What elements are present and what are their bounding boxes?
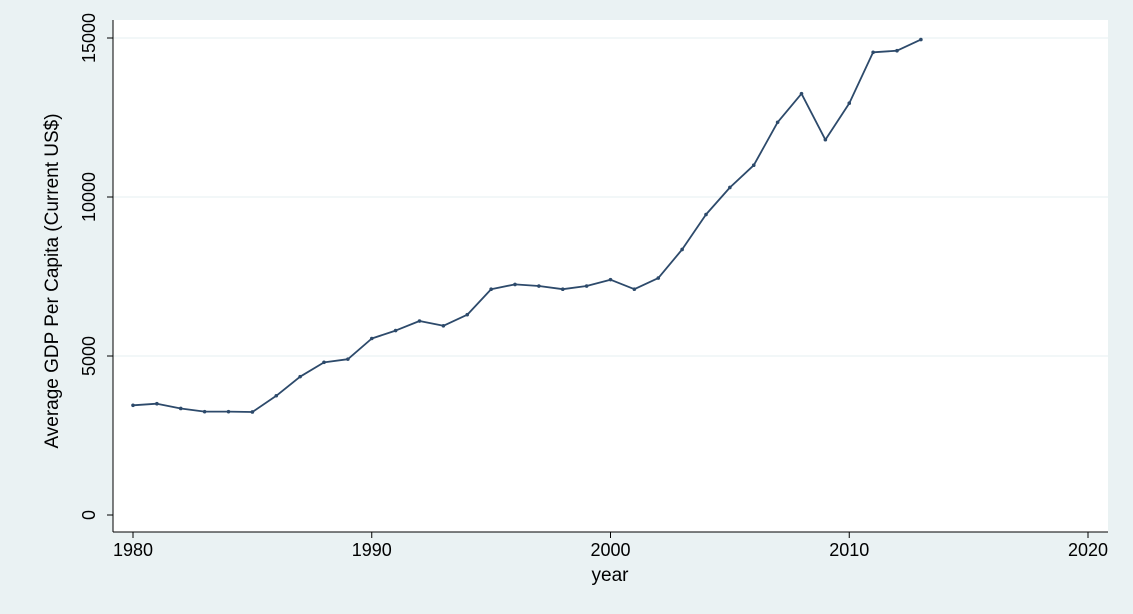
y-tick-label: 15000 [79,13,99,63]
data-point [131,403,135,408]
data-point [895,48,899,53]
x-tick-label: 2000 [590,540,630,560]
data-point [346,357,350,361]
x-tick-label: 1990 [352,540,392,560]
x-axis-label: year [592,565,630,586]
data-point [322,360,326,365]
y-axis-label: Average GDP Per Capita (Current US$) [42,113,63,448]
data-point [250,410,255,414]
y-tick-label: 0 [79,510,99,520]
data-point [298,374,302,379]
y-tick-label: 5000 [79,336,99,376]
data-point [680,247,684,252]
data-point [178,406,183,411]
plot-area [113,20,1108,532]
data-point [751,163,756,167]
x-tick-label: 1980 [113,540,153,560]
data-point [823,137,828,142]
data-point [608,277,613,282]
data-point [871,50,875,55]
data-point [393,328,398,333]
data-point [489,287,493,292]
data-point [465,312,470,317]
x-tick-label: 2020 [1068,540,1108,560]
series-layer [131,37,923,414]
data-point [728,185,732,190]
data-point [775,120,780,125]
data-point [441,323,446,328]
data-point [799,91,804,96]
data-point [226,409,231,414]
data-point [202,409,207,414]
data-point [537,284,541,288]
data-point [704,212,708,217]
data-point [656,276,661,280]
x-tick-label: 2010 [829,540,869,560]
data-point [274,393,279,398]
grid-lines [113,37,1108,357]
series-line [132,38,922,413]
data-point [632,287,637,292]
axes: 0 5000 10000 15000 1980 1990 2000 2010 2020 [79,13,1108,560]
data-point [584,284,589,288]
data-point [417,319,422,323]
data-point [513,282,517,287]
data-point [155,401,159,406]
y-tick-label: 10000 [79,172,99,222]
data-point [847,101,852,105]
data-point [919,37,923,42]
data-point [560,287,565,292]
data-point [369,336,374,341]
